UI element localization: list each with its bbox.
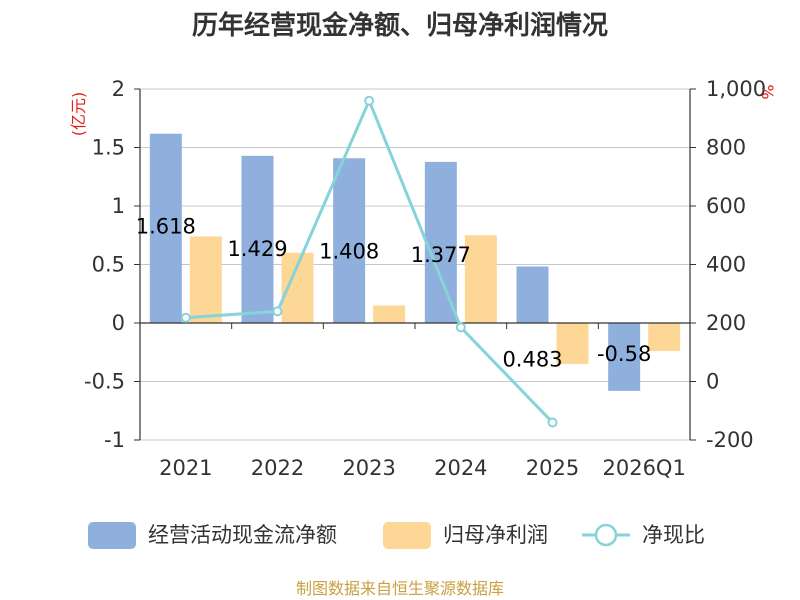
- y-left-tick-label: 1.5: [92, 136, 125, 160]
- data-labels: 1.618 1.429 1.408 1.377 0.483 -0.58: [136, 215, 652, 372]
- bar-net-profit: [373, 305, 406, 323]
- x-tick-label: 2022: [251, 456, 304, 480]
- bar-net-profit: [189, 236, 222, 323]
- y-left-unit: (亿元): [69, 92, 88, 137]
- y-right-tick-label: -200: [706, 428, 754, 452]
- legend-net-profit-label: 归母净利润: [443, 523, 548, 547]
- legend-ratio-label: 净现比: [642, 523, 705, 547]
- bar-operating-cash-flow: [424, 161, 457, 323]
- y-right-tick-label: 0: [706, 370, 719, 394]
- y-left-tick-label: -0.5: [84, 370, 125, 394]
- data-label: 0.483: [502, 347, 562, 371]
- y-right-tick-label: 200: [706, 311, 746, 335]
- chart-title: 历年经营现金净额、归母净利润情况: [192, 10, 608, 41]
- ratio-line: [180, 95, 558, 428]
- bar-operating-cash-flow: [608, 323, 641, 391]
- legend-net-profit-swatch: [383, 522, 431, 549]
- y-left-tick-label: -1: [104, 428, 125, 452]
- bar-net-profit: [648, 323, 681, 352]
- bar-net-profit: [464, 235, 497, 323]
- bar-operating-cash-flow: [149, 133, 182, 323]
- y-right-tick-label: 800: [706, 136, 746, 160]
- x-tick-label: 2023: [342, 456, 395, 480]
- data-label: -0.58: [597, 342, 651, 366]
- axes: 2 1.5 1 0.5 0 -0.5 -1 1,000 800 600 400 200 0 -200 202…: [69, 77, 777, 480]
- legend-operating-cash-flow-label: 经营活动现金流净额: [148, 523, 337, 547]
- x-tick-label: 2024: [434, 456, 487, 480]
- x-tick-label: 2025: [526, 456, 579, 480]
- y-right-tick-label: 1,000: [706, 77, 766, 101]
- y-left-tick-label: 0.5: [92, 253, 125, 277]
- bar-operating-cash-flow: [333, 158, 366, 323]
- legend: 经营活动现金流净额 归母净利润 净现比: [88, 522, 705, 549]
- ratio-point: [272, 306, 283, 317]
- bars: [149, 133, 681, 391]
- bar-operating-cash-flow: [241, 155, 274, 323]
- y-left-tick-label: 1: [112, 194, 125, 218]
- x-tick-label: 2021: [159, 456, 212, 480]
- ratio-point: [364, 95, 375, 106]
- footer-source: 制图数据来自恒生聚源数据库: [296, 579, 504, 598]
- bar-net-profit: [556, 323, 589, 364]
- ratio-point: [547, 417, 558, 428]
- y-left-tick-label: 2: [112, 77, 125, 101]
- y-left-tick-label: 0: [112, 311, 125, 335]
- x-tick-label: 2026Q1: [602, 456, 685, 480]
- data-label: 1.377: [411, 243, 471, 267]
- bar-operating-cash-flow: [516, 266, 549, 323]
- y-right-tick-label: 600: [706, 194, 746, 218]
- ratio-point: [455, 322, 466, 333]
- legend-operating-cash-flow-swatch: [88, 522, 136, 549]
- y-right-tick-label: 400: [706, 253, 746, 277]
- ratio-point: [180, 312, 191, 323]
- legend-ratio-swatch-marker: [594, 523, 618, 547]
- data-label: 1.618: [136, 215, 196, 239]
- data-label: 1.408: [319, 239, 379, 263]
- data-label: 1.429: [227, 237, 287, 261]
- y-right-unit: %: [758, 84, 777, 99]
